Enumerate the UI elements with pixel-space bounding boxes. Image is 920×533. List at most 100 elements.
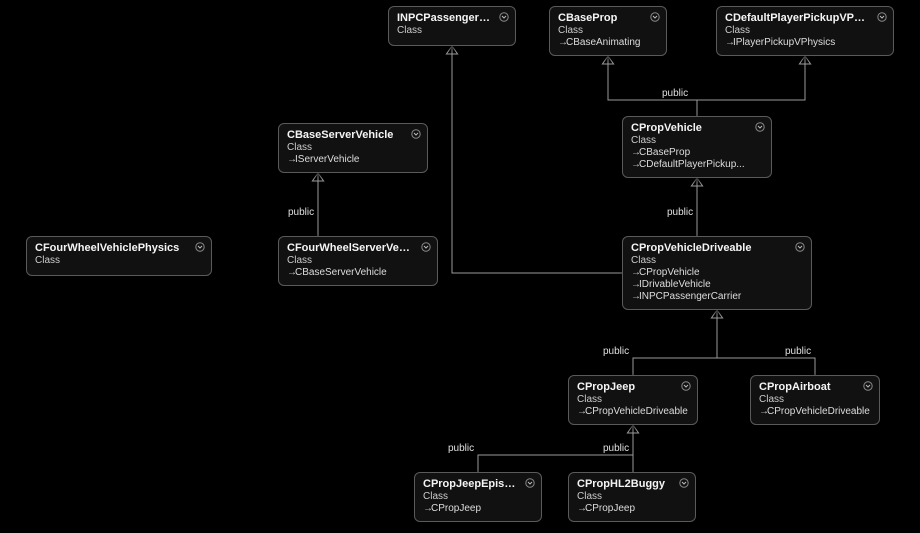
inheritance-edge: [697, 56, 805, 116]
expand-icon[interactable]: [525, 478, 535, 488]
inherit-text: INPCPassengerCarrier: [639, 291, 741, 302]
edge-label: public: [603, 346, 629, 357]
arrow-icon: →: [631, 147, 639, 158]
inherit-text: CDefaultPlayerPickup...: [639, 159, 745, 170]
edge-label: public: [785, 346, 811, 357]
class-inherit-line: →CBaseAnimating: [558, 37, 658, 48]
inheritance-edge: [608, 56, 697, 116]
class-title: CFourWheelVehiclePhysics: [35, 242, 203, 254]
class-inherit-line: →CPropVehicleDriveable: [577, 406, 689, 417]
edge-label: public: [662, 88, 688, 99]
expand-icon[interactable]: [863, 381, 873, 391]
expand-icon[interactable]: [421, 242, 431, 252]
inherit-text: CPropJeep: [585, 503, 635, 514]
expand-icon[interactable]: [679, 478, 689, 488]
edge-label: public: [288, 207, 314, 218]
class-node[interactable]: CBaseServerVehicleClass→IServerVehicle: [278, 123, 428, 173]
class-subtitle: Class: [577, 491, 687, 502]
inherit-text: CPropVehicleDriveable: [767, 406, 870, 417]
class-inherit-line: →CDefaultPlayerPickup...: [631, 159, 763, 170]
class-node[interactable]: CPropAirboatClass→CPropVehicleDriveable: [750, 375, 880, 425]
arrow-icon: →: [725, 37, 733, 48]
class-inherit-line: →CPropVehicleDriveable: [759, 406, 871, 417]
class-subtitle: Class: [631, 255, 803, 266]
edge-label: public: [603, 443, 629, 454]
class-node[interactable]: CFourWheelVehiclePhysicsClass: [26, 236, 212, 276]
class-title: CDefaultPlayerPickupVPhysics: [725, 12, 885, 24]
inherit-text: CBaseAnimating: [566, 37, 640, 48]
inherit-text: CBaseServerVehicle: [295, 267, 387, 278]
class-subtitle: Class: [287, 255, 429, 266]
class-inherit-line: →CPropVehicle: [631, 267, 803, 278]
class-node[interactable]: CPropJeepEpisodicClass→CPropJeep: [414, 472, 542, 522]
class-title: CPropJeepEpisodic: [423, 478, 533, 490]
expand-icon[interactable]: [195, 242, 205, 252]
arrow-icon: →: [631, 279, 639, 290]
class-node[interactable]: CBasePropClass→CBaseAnimating: [549, 6, 667, 56]
class-title: CPropVehicle: [631, 122, 763, 134]
class-subtitle: Class: [423, 491, 533, 502]
class-node[interactable]: INPCPassengerC...Class: [388, 6, 516, 46]
class-node[interactable]: CFourWheelServerVehicleClass→CBaseServer…: [278, 236, 438, 286]
inherit-text: IServerVehicle: [295, 154, 359, 165]
inheritance-arrowhead-icon: [627, 425, 638, 433]
expand-icon[interactable]: [795, 242, 805, 252]
class-subtitle: Class: [759, 394, 871, 405]
class-inherit-line: →CBaseProp: [631, 147, 763, 158]
inherit-text: CPropVehicleDriveable: [585, 406, 688, 417]
inheritance-arrowhead-icon: [799, 56, 810, 64]
class-title: CBaseServerVehicle: [287, 129, 419, 141]
arrow-icon: →: [423, 503, 431, 514]
class-inherit-line: →CPropJeep: [577, 503, 687, 514]
edge-label: public: [448, 443, 474, 454]
class-subtitle: Class: [558, 25, 658, 36]
arrow-icon: →: [287, 154, 295, 165]
inheritance-arrowhead-icon: [711, 310, 722, 318]
class-subtitle: Class: [35, 255, 203, 266]
class-title: CPropAirboat: [759, 381, 871, 393]
class-title: INPCPassengerC...: [397, 12, 507, 24]
expand-icon[interactable]: [650, 12, 660, 22]
class-subtitle: Class: [287, 142, 419, 153]
class-node[interactable]: CPropHL2BuggyClass→CPropJeep: [568, 472, 696, 522]
expand-icon[interactable]: [755, 122, 765, 132]
class-inherit-line: →CPropJeep: [423, 503, 533, 514]
arrow-icon: →: [631, 159, 639, 170]
inherit-text: IPlayerPickupVPhysics: [733, 37, 835, 48]
class-inherit-line: →IPlayerPickupVPhysics: [725, 37, 885, 48]
inheritance-arrowhead-icon: [602, 56, 613, 64]
arrow-icon: →: [631, 267, 639, 278]
class-inherit-line: →IServerVehicle: [287, 154, 419, 165]
class-node[interactable]: CPropJeepClass→CPropVehicleDriveable: [568, 375, 698, 425]
inherit-text: CPropJeep: [431, 503, 481, 514]
inheritance-edge: [717, 358, 815, 375]
class-node[interactable]: CPropVehicleClass→CBaseProp→CDefaultPlay…: [622, 116, 772, 178]
inheritance-edge: [633, 310, 717, 375]
expand-icon[interactable]: [877, 12, 887, 22]
class-subtitle: Class: [397, 25, 507, 36]
arrow-icon: →: [577, 503, 585, 514]
expand-icon[interactable]: [499, 12, 509, 22]
class-subtitle: Class: [631, 135, 763, 146]
arrow-icon: →: [558, 37, 566, 48]
arrow-icon: →: [287, 267, 295, 278]
class-title: CPropJeep: [577, 381, 689, 393]
class-inherit-line: →CBaseServerVehicle: [287, 267, 429, 278]
class-subtitle: Class: [577, 394, 689, 405]
class-node[interactable]: CPropVehicleDriveableClass→CPropVehicle→…: [622, 236, 812, 310]
class-title: CFourWheelServerVehicle: [287, 242, 429, 254]
inheritance-edge: [452, 46, 622, 273]
class-node[interactable]: CDefaultPlayerPickupVPhysicsClass→IPlaye…: [716, 6, 894, 56]
expand-icon[interactable]: [411, 129, 421, 139]
inheritance-arrowhead-icon: [691, 178, 702, 186]
arrow-icon: →: [631, 291, 639, 302]
inheritance-arrowhead-icon: [446, 46, 457, 54]
class-subtitle: Class: [725, 25, 885, 36]
class-inherit-line: →INPCPassengerCarrier: [631, 291, 803, 302]
inheritance-arrowhead-icon: [312, 173, 323, 181]
inherit-text: IDrivableVehicle: [639, 279, 711, 290]
class-inherit-line: →IDrivableVehicle: [631, 279, 803, 290]
edge-label: public: [667, 207, 693, 218]
expand-icon[interactable]: [681, 381, 691, 391]
class-title: CPropHL2Buggy: [577, 478, 687, 490]
